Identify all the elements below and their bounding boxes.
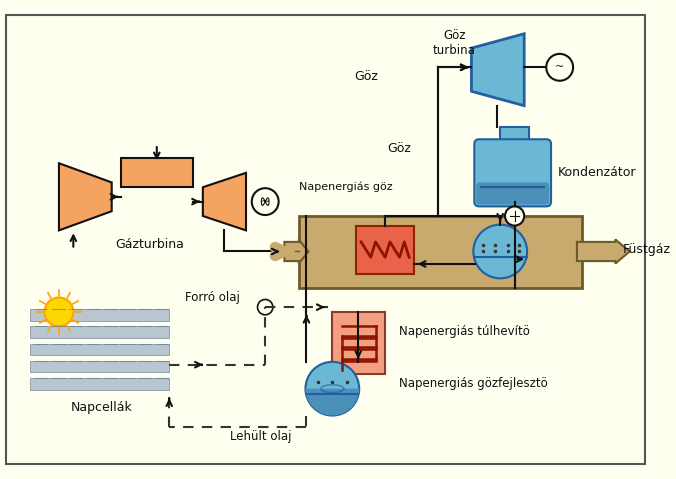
Text: Füstgáz: Füstgáz: [623, 243, 671, 256]
Polygon shape: [203, 173, 246, 230]
FancyArrow shape: [577, 240, 630, 263]
Text: Lehült olaj: Lehült olaj: [230, 430, 291, 443]
FancyBboxPatch shape: [476, 182, 549, 205]
Text: ~: ~: [555, 62, 564, 72]
Text: Napenergiás göz: Napenergiás göz: [299, 182, 392, 193]
Bar: [299, 216, 582, 288]
Bar: [333, 312, 385, 374]
Text: Forró olaj: Forró olaj: [185, 291, 240, 304]
Circle shape: [505, 206, 524, 226]
Circle shape: [306, 362, 359, 415]
Text: Kondenzátor: Kondenzátor: [558, 166, 636, 179]
Bar: [500, 127, 529, 144]
Polygon shape: [59, 163, 112, 230]
Text: Napcellák: Napcellák: [71, 401, 133, 414]
FancyBboxPatch shape: [6, 14, 645, 465]
Bar: [121, 159, 193, 187]
FancyBboxPatch shape: [475, 139, 551, 206]
Wedge shape: [306, 388, 359, 415]
Bar: [356, 226, 414, 274]
FancyArrow shape: [285, 240, 308, 263]
Circle shape: [473, 225, 527, 278]
Bar: [30, 361, 169, 372]
Bar: [30, 343, 169, 355]
Text: Napenergiás túlhevítö: Napenergiás túlhevítö: [400, 325, 531, 338]
Circle shape: [546, 54, 573, 81]
Text: Göz: Göz: [387, 142, 412, 155]
Circle shape: [45, 297, 73, 326]
Bar: [30, 378, 169, 389]
Bar: [30, 326, 169, 338]
Polygon shape: [471, 34, 524, 106]
Bar: [30, 309, 169, 320]
Text: Göz
turbina: Göz turbina: [433, 29, 476, 57]
Text: Napenergiás gözfejlesztö: Napenergiás gözfejlesztö: [400, 377, 548, 390]
Circle shape: [251, 188, 279, 215]
Text: Göz: Göz: [354, 70, 378, 83]
Circle shape: [258, 299, 273, 315]
Text: ~: ~: [260, 196, 270, 206]
Text: Gázturbina: Gázturbina: [116, 238, 185, 251]
